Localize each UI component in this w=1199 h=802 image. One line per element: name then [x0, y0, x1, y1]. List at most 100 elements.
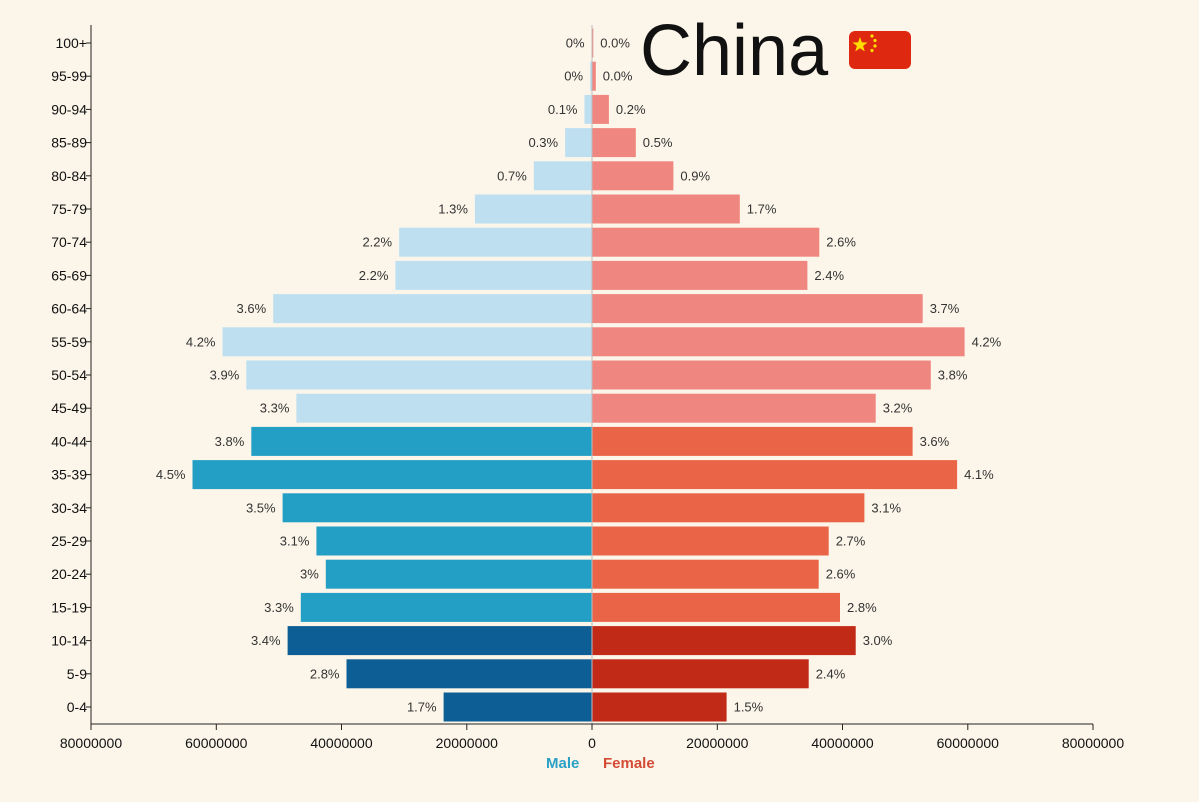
female-percent-label: 0.9%: [680, 168, 710, 183]
x-tick-label: 20000000: [436, 735, 499, 751]
female-bar: [592, 227, 820, 257]
x-tick-label: 60000000: [937, 735, 1000, 751]
male-percent-label: 2.8%: [310, 666, 340, 681]
male-bar: [325, 559, 592, 589]
female-percent-label: 2.6%: [826, 567, 856, 582]
x-tick-label: 60000000: [185, 735, 248, 751]
male-percent-label: 0.7%: [497, 168, 527, 183]
x-tick-label: 40000000: [811, 735, 874, 751]
female-bar: [592, 592, 840, 622]
male-percent-label: 3.1%: [280, 534, 310, 549]
age-group-label: 100+: [55, 35, 87, 51]
age-group-label: 75-79: [51, 201, 87, 217]
age-group-label: 30-34: [51, 500, 87, 516]
male-percent-label: 3.5%: [246, 500, 276, 515]
percentage-labels: 0% 0.0% 0% 0.0% 0.1% 0.2% 0.3% 0.5% 0.7% 0.9% 1.3%…: [156, 36, 1002, 715]
x-tick-label: 80000000: [60, 735, 123, 751]
male-bar: [346, 659, 592, 689]
male-bar: [533, 161, 592, 191]
male-bar: [222, 327, 592, 357]
male-percent-label: 3.3%: [260, 401, 290, 416]
male-percent-label: 0.3%: [528, 135, 558, 150]
male-bar: [273, 294, 592, 324]
male-bars: [192, 28, 593, 722]
age-group-label: 5-9: [67, 666, 87, 682]
age-group-label: 45-49: [51, 400, 87, 416]
male-bar: [590, 61, 592, 91]
female-percent-label: 2.7%: [836, 534, 866, 549]
age-group-label: 85-89: [51, 135, 87, 151]
female-percent-label: 3.2%: [883, 401, 913, 416]
x-tick-label: 40000000: [310, 735, 373, 751]
age-group-label: 35-39: [51, 467, 87, 483]
age-group-label: 10-14: [51, 633, 87, 649]
male-bar: [584, 94, 592, 124]
female-bar: [592, 94, 609, 124]
chart-title: China: [640, 11, 829, 91]
male-bar: [395, 260, 592, 290]
female-bar: [592, 493, 865, 523]
female-percent-label: 3.6%: [920, 434, 950, 449]
female-percent-label: 3.8%: [938, 368, 968, 383]
female-percent-label: 0.2%: [616, 102, 646, 117]
male-bar: [246, 360, 593, 390]
age-group-label: 50-54: [51, 367, 87, 383]
female-bar: [592, 559, 819, 589]
age-group-label: 60-64: [51, 301, 87, 317]
female-bar: [592, 659, 809, 689]
male-percent-label: 3.3%: [264, 600, 294, 615]
age-group-label: 15-19: [51, 599, 87, 615]
female-percent-label: 0.5%: [643, 135, 673, 150]
female-percent-label: 0.0%: [603, 69, 633, 84]
female-percent-label: 2.4%: [814, 268, 844, 283]
age-group-label: 0-4: [67, 699, 87, 715]
male-percent-label: 3%: [300, 567, 319, 582]
x-tick-label: 80000000: [1062, 735, 1125, 751]
female-percent-label: 2.8%: [847, 600, 877, 615]
female-bar: [592, 360, 931, 390]
female-percent-label: 2.4%: [816, 666, 846, 681]
female-percent-label: 2.6%: [826, 235, 856, 250]
female-bar: [592, 526, 829, 556]
x-tick-label: 0: [588, 735, 596, 751]
male-percent-label: 3.6%: [237, 301, 267, 316]
female-bar: [592, 128, 636, 158]
age-group-labels: 100+ 95-99 90-94 85-89 80-84 75-79 70-74 65-69 6…: [51, 35, 91, 715]
female-bar: [592, 294, 923, 324]
female-bar: [592, 426, 913, 456]
male-percent-label: 0%: [566, 36, 585, 51]
female-percent-label: 3.1%: [871, 500, 901, 515]
male-bar: [316, 526, 592, 556]
age-group-label: 65-69: [51, 267, 87, 283]
male-percent-label: 2.2%: [359, 268, 389, 283]
x-axis-ticks: 80000000 60000000 40000000 20000000 0 2000000…: [60, 724, 1125, 751]
male-percent-label: 4.2%: [186, 334, 216, 349]
male-percent-label: 4.5%: [156, 467, 186, 482]
male-percent-label: 1.7%: [407, 700, 437, 715]
age-group-label: 70-74: [51, 234, 87, 250]
female-bar: [592, 460, 958, 490]
female-bar: [592, 393, 876, 423]
female-bar: [592, 260, 808, 290]
age-group-label: 40-44: [51, 433, 87, 449]
male-bar: [565, 128, 592, 158]
age-group-label: 80-84: [51, 168, 87, 184]
female-bar: [592, 28, 594, 58]
female-percent-label: 4.2%: [972, 334, 1002, 349]
female-bar: [592, 61, 596, 91]
male-bar: [474, 194, 592, 224]
female-bar: [592, 692, 727, 722]
male-bar: [296, 393, 592, 423]
female-percent-label: 1.7%: [747, 202, 777, 217]
female-bar: [592, 194, 740, 224]
female-percent-label: 4.1%: [964, 467, 994, 482]
female-bar: [592, 327, 965, 357]
male-bar: [192, 460, 592, 490]
female-bar: [592, 161, 674, 191]
age-group-label: 95-99: [51, 68, 87, 84]
male-bar: [251, 426, 593, 456]
legend-female-label: Female: [603, 755, 655, 772]
female-bars: [592, 28, 965, 722]
age-group-label: 55-59: [51, 334, 87, 350]
male-percent-label: 0.1%: [548, 102, 578, 117]
